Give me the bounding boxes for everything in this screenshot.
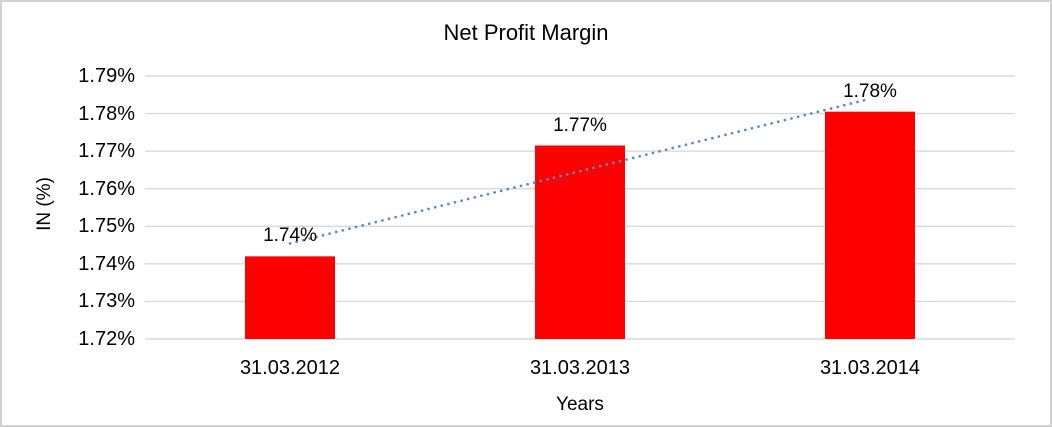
bar [825, 111, 915, 339]
bar-value-label: 1.74% [263, 225, 317, 247]
chart-title: Net Profit Margin [443, 20, 609, 45]
y-tick-label: 1.79% [78, 65, 135, 87]
x-tick-label: 31.03.2013 [529, 357, 631, 379]
x-tick-label: 31.03.2012 [239, 357, 341, 379]
bar-value-label: 1.77% [553, 114, 607, 136]
bar-value-label: 1.78% [843, 80, 897, 102]
y-tick-label: 1.75% [78, 215, 135, 238]
y-tick-label: 1.78% [78, 102, 135, 125]
bar [535, 145, 625, 339]
trendline [288, 97, 872, 245]
y-tick-label: 1.77% [78, 140, 135, 163]
y-tick-label: 1.73% [78, 290, 135, 313]
bar [245, 256, 335, 339]
y-tick-label: 1.72% [78, 328, 135, 350]
y-tick-label: 1.74% [78, 252, 135, 275]
x-tick-label: 31.03.2014 [819, 357, 921, 379]
y-tick-label: 1.76% [78, 177, 135, 200]
x-axis-title: Years [556, 394, 604, 415]
